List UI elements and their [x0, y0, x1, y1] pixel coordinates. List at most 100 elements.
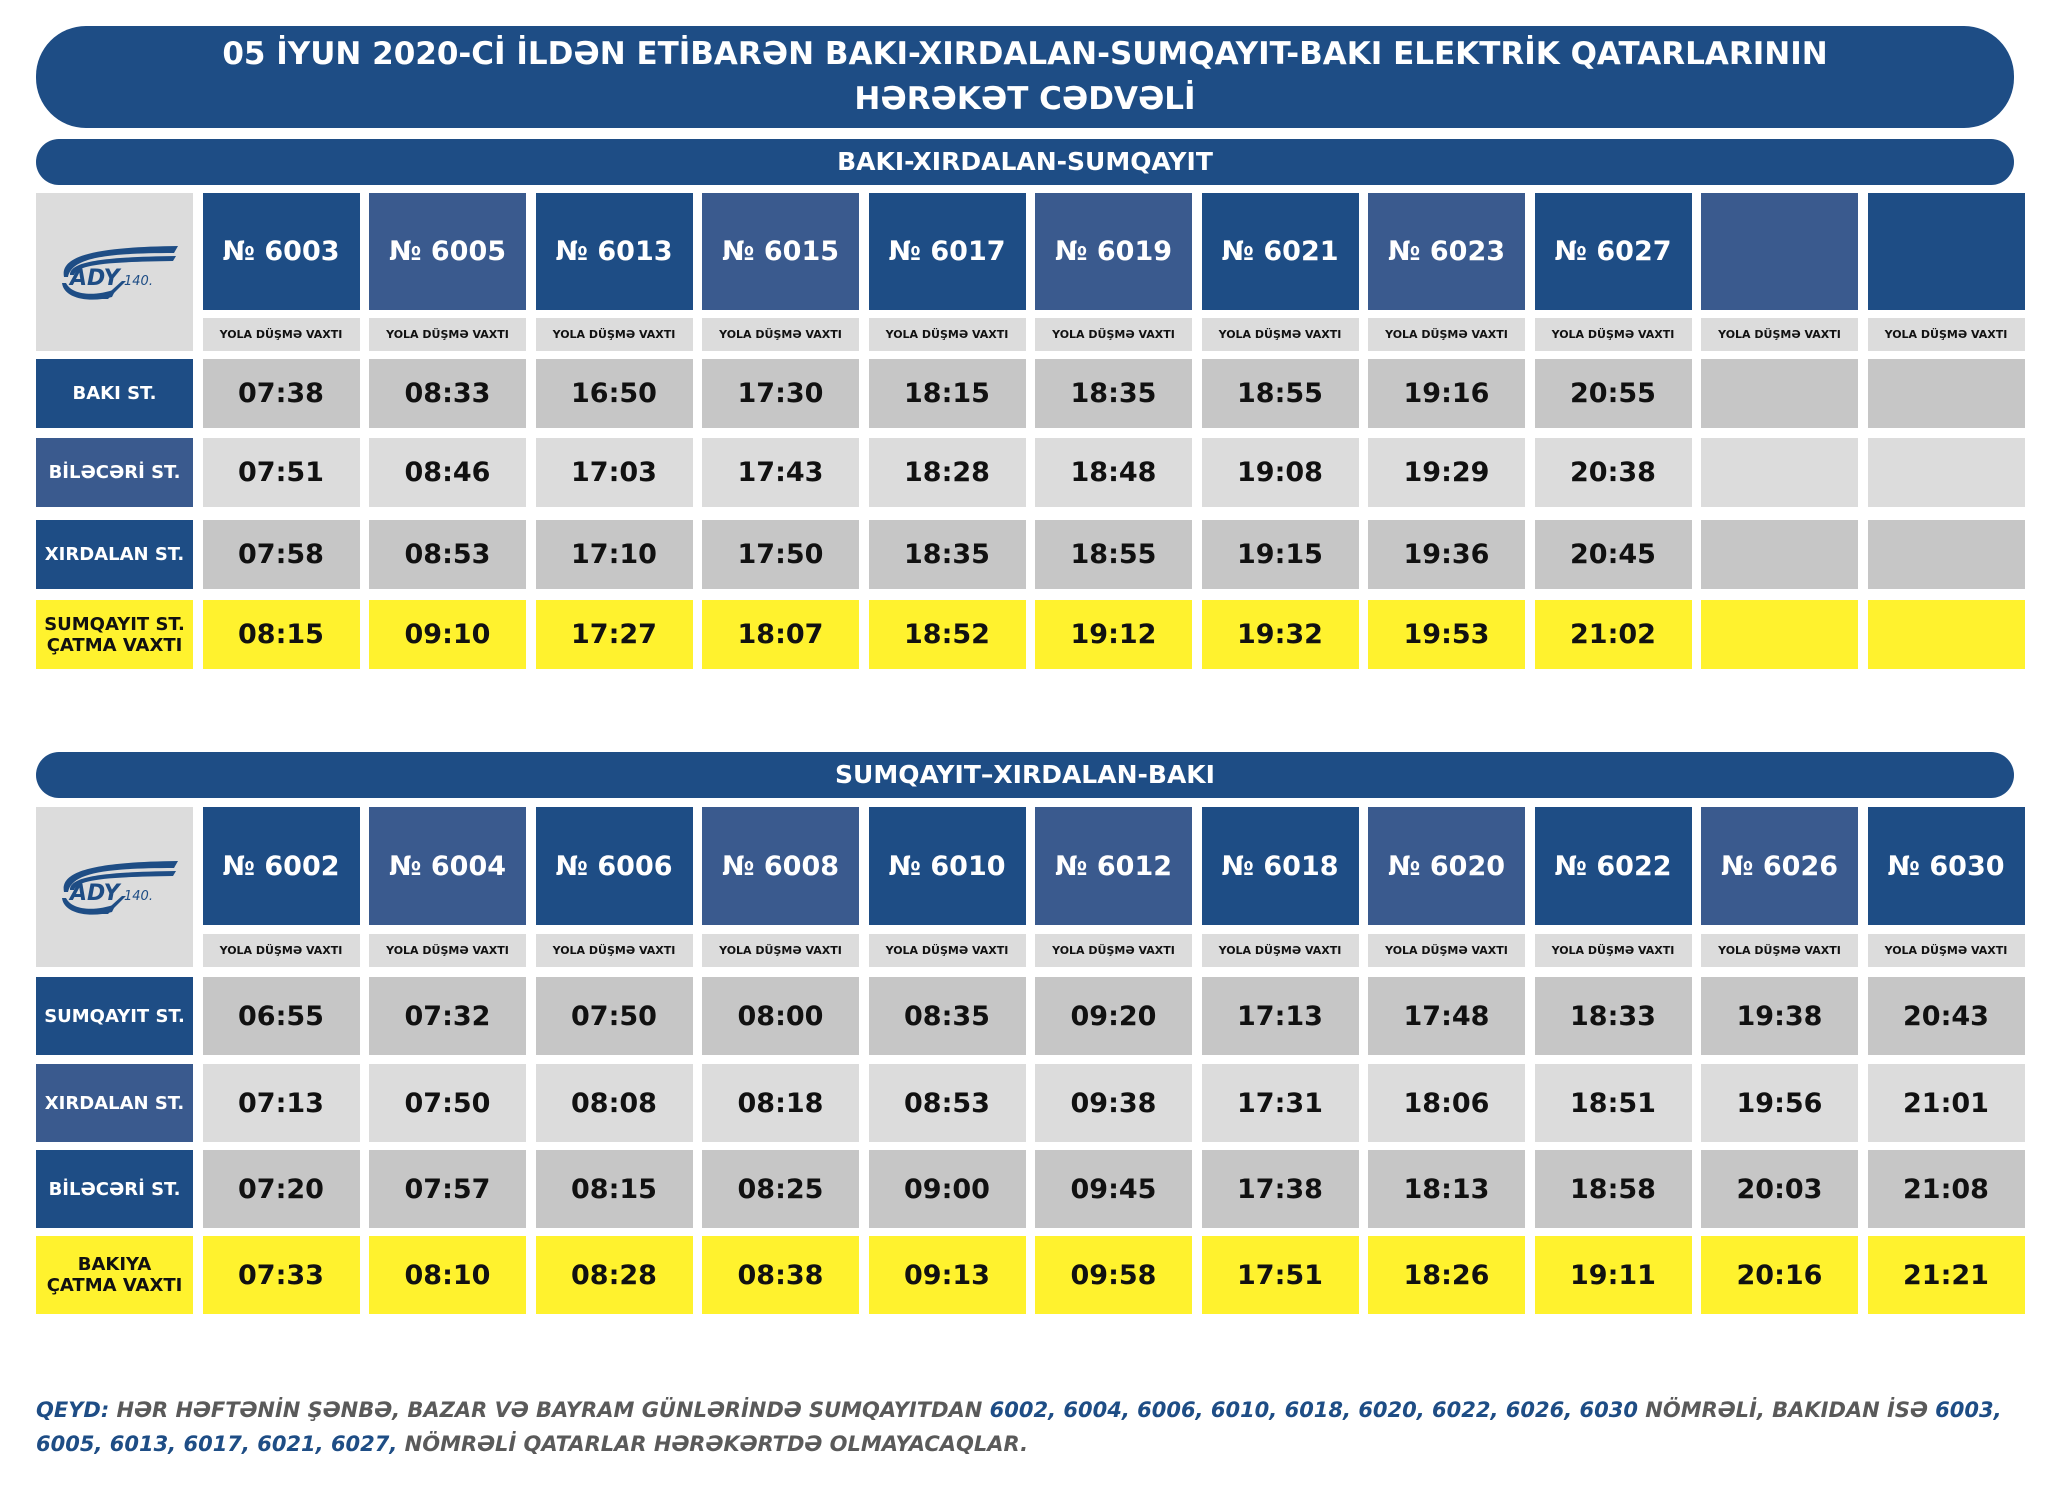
time-cell: 19:16	[1368, 359, 1525, 428]
time-cell: 18:06	[1368, 1064, 1525, 1142]
time-cell: 20:43	[1867, 977, 2025, 1055]
departure-time-label: YOLA DÜŞMƏ VAXTI	[1701, 934, 1858, 967]
time-cell: 19:29	[1368, 438, 1525, 507]
time-cell: 20:03	[1701, 1150, 1858, 1228]
timetable-baku-sumqayit: ADY 140. № 6003 YOLA DÜŞMƏ VAXTI № 6005 YOLA …	[36, 193, 2025, 669]
station-label: XIRDALAN ST.	[36, 1064, 193, 1142]
time-cell: 18:55	[1035, 520, 1192, 589]
time-cell: 08:18	[702, 1064, 859, 1142]
time-cell: 08:35	[868, 977, 1026, 1055]
logo-cell: ADY 140.	[36, 807, 193, 967]
train-number-header: № 6021	[1201, 193, 1359, 310]
time-cell: 08:53	[369, 520, 526, 589]
departure-time-label: YOLA DÜŞMƏ VAXTI	[1867, 934, 2025, 967]
train-number: № 6010	[888, 850, 1006, 882]
departure-time-label: YOLA DÜŞMƏ VAXTI	[1368, 934, 1525, 967]
time-cell: 07:51	[202, 438, 360, 507]
time-cell: 19:32	[1201, 600, 1359, 669]
departure-time-label: YOLA DÜŞMƏ VAXTI	[1534, 934, 1692, 967]
time-cell: 18:55	[1201, 359, 1359, 428]
time-cell: 07:38	[202, 359, 360, 428]
time-cell: 07:13	[202, 1064, 360, 1142]
time-cell: 19:12	[1035, 600, 1192, 669]
note-text-1: HƏR HƏFTƏNİN ŞƏNBƏ, BAZAR VƏ BAYRAM GÜNL…	[109, 1398, 990, 1422]
train-number: № 6013	[555, 236, 673, 267]
time-cell	[1867, 600, 2025, 669]
time-cell	[1701, 600, 1858, 669]
departure-time-label: YOLA DÜŞMƏ VAXTI	[1368, 318, 1525, 351]
time-cell: 18:35	[868, 520, 1026, 589]
time-cell: 07:32	[369, 977, 526, 1055]
time-cell: 21:02	[1534, 600, 1692, 669]
station-label: SUMQAYIT ST.	[36, 977, 193, 1055]
departure-time-label: YOLA DÜŞMƏ VAXTI	[369, 318, 526, 351]
time-cell: 18:48	[1035, 438, 1192, 507]
time-cell: 17:13	[1201, 977, 1359, 1055]
train-number-header: № 6004	[369, 807, 526, 925]
train-number-header	[1701, 193, 1858, 310]
train-number-header: № 6020	[1368, 807, 1525, 925]
departure-time-label: YOLA DÜŞMƏ VAXTI	[702, 318, 859, 351]
train-number-header: № 6012	[1035, 807, 1192, 925]
time-cell: 17:31	[1201, 1064, 1359, 1142]
departure-time-label: YOLA DÜŞMƏ VAXTI	[868, 318, 1026, 351]
station-label: BAKI ST.	[36, 359, 193, 428]
departure-time-label: YOLA DÜŞMƏ VAXTI	[1035, 934, 1192, 967]
train-number: № 6012	[1054, 850, 1173, 882]
time-cell: 19:15	[1201, 520, 1359, 589]
train-number-header: № 6026	[1701, 807, 1858, 925]
time-cell: 18:52	[868, 600, 1026, 669]
time-cell	[1867, 520, 2025, 589]
time-cell: 08:25	[702, 1150, 859, 1228]
train-number-header: № 6027	[1534, 193, 1692, 310]
station-name: BİLƏCƏRİ ST.	[48, 1178, 181, 1200]
train-number: № 6021	[1221, 236, 1339, 267]
time-cell: 18:35	[1035, 359, 1192, 428]
train-number: № 6020	[1387, 850, 1506, 882]
time-cell: 17:27	[535, 600, 693, 669]
departure-time-label: YOLA DÜŞMƏ VAXTI	[1867, 318, 2025, 351]
train-number-header: № 6023	[1368, 193, 1525, 310]
departure-time-label: YOLA DÜŞMƏ VAXTI	[702, 934, 859, 967]
time-cell: 21:01	[1867, 1064, 2025, 1142]
time-cell: 08:53	[868, 1064, 1026, 1142]
train-number-header: № 6017	[868, 193, 1026, 310]
train-number: № 6027	[1554, 236, 1672, 267]
train-number: № 6030	[1887, 850, 2005, 882]
section-title-sumqayit-baku: SUMQAYIT–XIRDALAN-BAKI	[36, 752, 2014, 798]
train-number: № 6015	[721, 236, 840, 267]
time-cell: 08:08	[535, 1064, 693, 1142]
note-text-3: NÖMRƏLİ QATARLAR HƏRƏKƏRTDƏ OLMAYACAQLAR…	[397, 1432, 1029, 1456]
time-cell: 09:38	[1035, 1064, 1192, 1142]
station-label: BAKIYA ÇATMA VAXTI	[36, 1236, 193, 1314]
time-cell: 18:07	[702, 600, 859, 669]
station-name-line-1: BAKIYA	[77, 1254, 152, 1275]
section-title-baku-sumqayit: BAKI-XIRDALAN-SUMQAYIT	[36, 139, 2014, 185]
note-trains-sumqayit: 6002, 6004, 6006, 6010, 6018, 6020, 6022…	[989, 1398, 1638, 1422]
time-cell: 19:38	[1701, 977, 1858, 1055]
time-cell: 17:48	[1368, 977, 1525, 1055]
time-cell: 20:16	[1701, 1236, 1858, 1314]
train-number: № 6026	[1720, 850, 1839, 882]
svg-text:ADY: ADY	[68, 881, 122, 906]
time-cell: 19:56	[1701, 1064, 1858, 1142]
timetable-sumqayit-baku: ADY 140. № 6002 YOLA DÜŞMƏ VAXTI № 6004 YOLA …	[36, 807, 2025, 1314]
time-cell: 07:50	[535, 977, 693, 1055]
time-cell: 18:26	[1368, 1236, 1525, 1314]
station-name: XIRDALAN ST.	[44, 1092, 185, 1114]
ady-logo-icon: ADY 140.	[61, 861, 178, 915]
time-cell: 19:11	[1534, 1236, 1692, 1314]
train-number-header: № 6005	[369, 193, 526, 310]
time-cell: 09:45	[1035, 1150, 1192, 1228]
train-number-header: № 6019	[1035, 193, 1192, 310]
time-cell: 20:38	[1534, 438, 1692, 507]
time-cell	[1701, 520, 1858, 589]
time-cell: 17:30	[702, 359, 859, 428]
time-cell: 19:53	[1368, 600, 1525, 669]
train-number-header: № 6013	[535, 193, 693, 310]
departure-time-label: YOLA DÜŞMƏ VAXTI	[1201, 934, 1359, 967]
train-number-header: № 6010	[868, 807, 1026, 925]
train-number-header: № 6002	[202, 807, 360, 925]
station-name: BAKI ST.	[72, 383, 157, 404]
time-cell	[1867, 359, 2025, 428]
